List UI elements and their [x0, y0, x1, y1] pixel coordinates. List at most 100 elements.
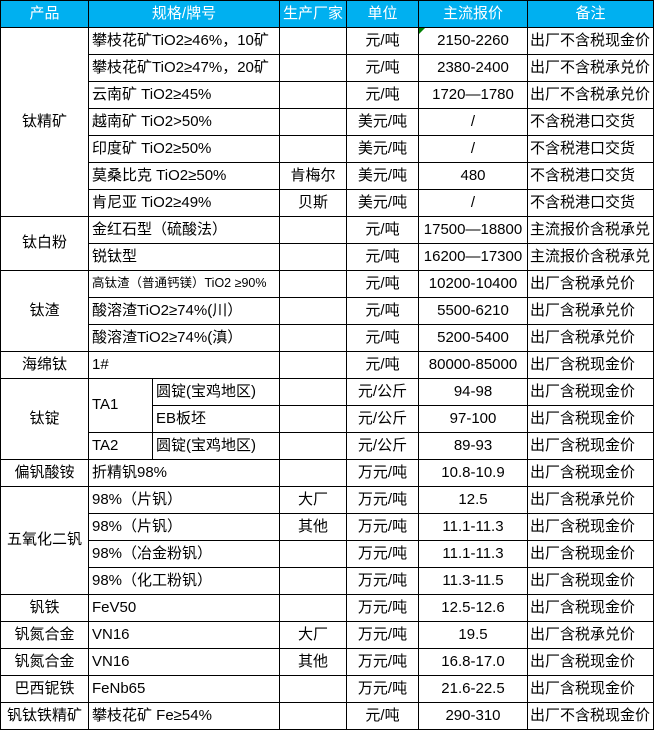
note-cell: 出厂含税现金价	[527, 675, 654, 703]
table-row: 酸溶渣TiO2≥74%(滇） 元/吨 5200-5400 出厂含税承兑价	[1, 324, 654, 352]
spec-cell: 98%（冶金粉钒）	[88, 540, 280, 568]
note-cell: 出厂含税现金价	[527, 351, 654, 379]
unit-cell: 元/吨	[346, 702, 419, 730]
product-cell: 钒铁	[0, 594, 89, 622]
price-cell: 16200—17300	[418, 243, 528, 271]
factory-cell: 大厂	[279, 621, 347, 649]
note-cell: 出厂含税承兑价	[527, 621, 654, 649]
price-cell: 12.5-12.6	[418, 594, 528, 622]
table-row: 钛锭 TA1 圆锭(宝鸡地区) 元/公斤 94-98 出厂含税现金价	[0, 378, 654, 460]
note-cell: 不含税港口交货	[527, 108, 654, 136]
unit-cell: 元/吨	[346, 243, 419, 271]
spec-cell: 攀枝花矿TiO2≥47%，20矿	[88, 54, 280, 82]
unit-cell: 万元/吨	[346, 675, 419, 703]
col-header-factory: 生产厂家	[279, 0, 347, 28]
table-row: 肯尼亚 TiO2≥49% 贝斯 美元/吨 / 不含税港口交货	[1, 189, 654, 217]
spec-cell: 高钛渣（普通钙镁）TiO2 ≥90%	[88, 270, 280, 298]
price-cell: 21.6-22.5	[418, 675, 528, 703]
table-row: 越南矿 TiO2>50% 美元/吨 / 不含税港口交货	[1, 108, 654, 136]
unit-cell: 元/吨	[346, 297, 419, 325]
price-cell: 1720—1780	[418, 81, 528, 109]
note-cell: 出厂含税现金价	[527, 513, 654, 541]
product-cell: 海绵钛	[0, 351, 89, 379]
factory-cell: 其他	[279, 648, 347, 676]
price-cell: 11.1-11.3	[418, 540, 528, 568]
unit-cell: 万元/吨	[346, 459, 419, 487]
note-cell: 出厂不含税现金价	[527, 702, 654, 730]
spec-cell: VN16	[88, 621, 280, 649]
product-cell: 偏钒酸铵	[0, 459, 89, 487]
product-cell: 钛白粉	[0, 216, 89, 271]
price-cell: 94-98	[418, 378, 528, 406]
price-table-body: 钛精矿 攀枝花矿TiO2≥46%，10矿 元/吨 2150-2260 出厂不含税现金价攀…	[0, 27, 654, 730]
note-cell: 出厂含税现金价	[527, 378, 654, 406]
price-cell: 2380-2400	[418, 54, 528, 82]
unit-cell: 美元/吨	[346, 135, 419, 163]
price-cell: 2150-2260	[418, 27, 528, 55]
table-row: 海绵钛 1# 元/吨 80000-85000 出厂含税现金价	[0, 351, 654, 379]
unit-cell: 元/吨	[346, 54, 419, 82]
table-row: 云南矿 TiO2≥45% 元/吨 1720—1780 出厂不含税承兑价	[1, 81, 654, 109]
price-cell: /	[418, 135, 528, 163]
factory-cell	[279, 216, 347, 244]
col-header-unit: 单位	[346, 0, 419, 28]
price-cell: 12.5	[418, 486, 528, 514]
factory-cell	[279, 297, 347, 325]
table-row: 98%（冶金粉钒） 万元/吨 11.1-11.3 出厂含税现金价	[1, 540, 654, 568]
price-table-header: 产品 规格/牌号 生产厂家 单位 主流报价 备注	[0, 0, 654, 28]
note-cell: 不含税港口交货	[527, 135, 654, 163]
spec-cell: 圆锭(宝鸡地区)	[152, 432, 280, 460]
spec-cell: 攀枝花矿TiO2≥46%，10矿	[88, 27, 280, 55]
factory-cell	[279, 405, 347, 433]
table-row: 攀枝花矿TiO2≥47%，20矿 元/吨 2380-2400 出厂不含税承兑价	[1, 54, 654, 82]
product-cell: 钛渣	[0, 270, 89, 352]
table-row: 钒氮合金 VN16 大厂 万元/吨 19.5 出厂含税承兑价	[0, 621, 654, 649]
note-cell: 出厂含税承兑价	[527, 324, 654, 352]
unit-cell: 万元/吨	[346, 540, 419, 568]
unit-cell: 元/吨	[346, 270, 419, 298]
factory-cell	[279, 108, 347, 136]
table-row: 莫桑比克 TiO2≥50% 肯梅尔 美元/吨 480 不含税港口交货	[1, 162, 654, 190]
price-cell: 89-93	[418, 432, 528, 460]
unit-cell: 美元/吨	[346, 162, 419, 190]
spec-cell: 越南矿 TiO2>50%	[88, 108, 280, 136]
table-row: 五氧化二钒 98%（片钒） 大厂 万元/吨 12.5 出厂含税承兑价	[0, 486, 654, 595]
table-row: 钒铁 FeV50 万元/吨 12.5-12.6 出厂含税现金价	[0, 594, 654, 622]
note-cell: 不含税港口交货	[527, 189, 654, 217]
table-row: 钛渣 高钛渣（普通钙镁）TiO2 ≥90% 元/吨 10200-10400 出厂含税承兑…	[0, 270, 654, 352]
col-header-product: 产品	[0, 0, 89, 28]
note-cell: 出厂不含税承兑价	[527, 81, 654, 109]
spec-cell: 98%（化工粉钒）	[88, 567, 280, 595]
price-cell: 80000-85000	[418, 351, 528, 379]
unit-cell: 万元/吨	[346, 648, 419, 676]
note-cell: 出厂不含税承兑价	[527, 54, 654, 82]
unit-cell: 万元/吨	[346, 486, 419, 514]
spec-cell: FeV50	[88, 594, 280, 622]
note-cell: 出厂含税承兑价	[527, 297, 654, 325]
factory-cell	[279, 243, 347, 271]
factory-cell	[279, 540, 347, 568]
factory-cell	[279, 270, 347, 298]
spec-cell: 98%（片钒）	[88, 486, 280, 514]
table-row: 巴西铌铁 FeNb65 万元/吨 21.6-22.5 出厂含税现金价	[0, 675, 654, 703]
product-cell: 巴西铌铁	[0, 675, 89, 703]
factory-cell: 其他	[279, 513, 347, 541]
price-cell: 16.8-17.0	[418, 648, 528, 676]
note-cell: 主流报价含税承兑	[527, 216, 654, 244]
price-cell: 290-310	[418, 702, 528, 730]
factory-cell	[279, 324, 347, 352]
spec-cell: TA2	[88, 432, 153, 460]
product-cell: 五氧化二钒	[0, 486, 89, 595]
unit-cell: 万元/吨	[346, 594, 419, 622]
unit-cell: 美元/吨	[346, 189, 419, 217]
note-cell: 出厂含税现金价	[527, 405, 654, 433]
unit-cell: 元/吨	[346, 351, 419, 379]
table-row: 钛白粉 金红石型（硫酸法） 元/吨 17500—18800 主流报价含税承兑	[0, 216, 654, 271]
unit-cell: 万元/吨	[346, 567, 419, 595]
col-header-spec: 规格/牌号	[88, 0, 280, 28]
table-row: 偏钒酸铵 折精钒98% 万元/吨 10.8-10.9 出厂含税现金价	[0, 459, 654, 487]
price-cell: 480	[418, 162, 528, 190]
table-row: 钒氮合金 VN16 其他 万元/吨 16.8-17.0 出厂含税现金价	[0, 648, 654, 676]
table-row: 钛精矿 攀枝花矿TiO2≥46%，10矿 元/吨 2150-2260 出厂不含税现金价	[0, 27, 654, 217]
note-cell: 出厂含税现金价	[527, 594, 654, 622]
